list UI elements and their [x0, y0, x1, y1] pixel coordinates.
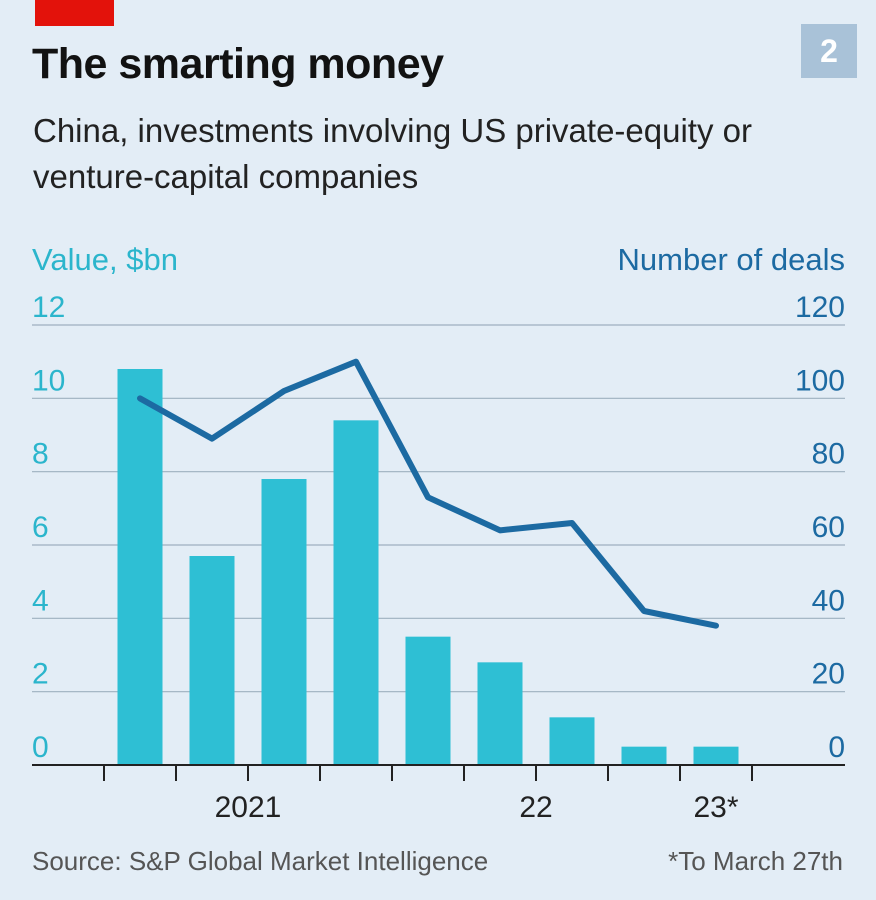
left-tick-label: 8 [32, 438, 49, 471]
right-tick-label: 0 [828, 731, 845, 764]
bar [189, 556, 235, 765]
brand-tag [35, 0, 114, 26]
chart-title: The smarting money [32, 40, 444, 88]
footnote: *To March 27th [668, 846, 843, 876]
x-tick-label: 22 [519, 791, 552, 824]
bar [405, 636, 451, 765]
left-tick-label: 4 [32, 584, 49, 617]
bar [333, 420, 379, 765]
left-tick-label: 12 [32, 291, 65, 324]
bar [693, 746, 739, 765]
x-tick-label: 2021 [215, 791, 282, 824]
left-axis-title: Value, $bn [32, 242, 178, 277]
chart-area: Value, $bn Number of deals 0 0 2 20 4 40 6 60 8 80 1… [32, 242, 845, 824]
right-axis-title: Number of deals [618, 242, 845, 277]
bar [117, 369, 163, 765]
chart-number-badge: 2 [801, 24, 857, 78]
bar [477, 662, 523, 765]
right-tick-label: 40 [812, 584, 845, 617]
right-tick-label: 60 [812, 511, 845, 544]
chart-subtitle: China, investments involving US private-… [33, 112, 752, 195]
right-tick-label: 80 [812, 438, 845, 471]
left-tick-label: 2 [32, 658, 49, 691]
right-tick-label: 120 [795, 291, 845, 324]
x-tick-label: 23* [693, 791, 738, 824]
left-tick-label: 10 [32, 364, 65, 397]
left-tick-label: 0 [32, 731, 49, 764]
left-tick-label: 6 [32, 511, 49, 544]
right-tick-label: 20 [812, 658, 845, 691]
bar [261, 479, 307, 765]
bar [621, 746, 667, 765]
source-note: Source: S&P Global Market Intelligence [32, 846, 489, 876]
bar [549, 717, 595, 765]
right-tick-label: 100 [795, 364, 845, 397]
